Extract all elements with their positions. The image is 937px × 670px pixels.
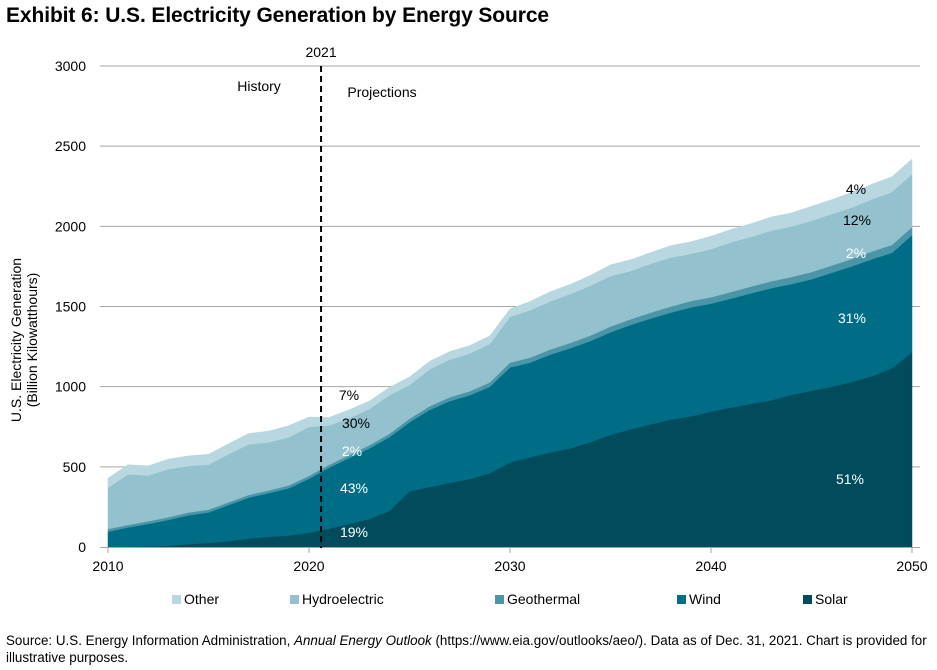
source-prefix: Source: U.S. Energy Information Administ…	[6, 633, 295, 648]
labels: 2021 History Projections 7% 30% 2% 43% 19% 4% 12%…	[8, 44, 871, 548]
legend-label: Wind	[689, 591, 721, 607]
x-tick-label: 2010	[92, 558, 123, 574]
legend-swatch	[803, 594, 812, 604]
legend-label: Other	[184, 591, 220, 607]
stacked-area-chart: 0 500 1000 1500 2000 2500 3000 2010 2020 2030 2040…	[8, 44, 928, 574]
share-label-2050-hydroelectric: 12%	[843, 212, 871, 228]
share-label-2021-hydroelectric: 30%	[342, 415, 370, 431]
divider-year-label: 2021	[305, 44, 336, 60]
share-label-2050-wind: 31%	[838, 310, 866, 326]
legend-swatch	[677, 594, 686, 604]
area-other	[107, 158, 913, 489]
legend-item-other: Other	[172, 591, 219, 607]
share-label-2021-geothermal: 2%	[342, 443, 362, 459]
y-tick-label: 2000	[55, 218, 86, 234]
y-tick-label: 3000	[55, 58, 86, 74]
y-tick-label: 1500	[55, 299, 86, 315]
share-label-2021-solar: 19%	[340, 524, 368, 540]
x-tick-label: 2050	[896, 558, 927, 574]
legend: Other Hydroelectric Geothermal Wind Solar	[0, 591, 937, 611]
area-series	[107, 158, 913, 548]
source-note: Source: U.S. Energy Information Administ…	[6, 632, 931, 666]
legend-item-solar: Solar	[803, 591, 848, 607]
legend-label: Solar	[815, 591, 848, 607]
y-tick-label: 1000	[55, 379, 86, 395]
legend-item-hydroelectric: Hydroelectric	[290, 591, 384, 607]
y-tick-label: 0	[78, 539, 86, 555]
share-label-2021-wind: 43%	[340, 480, 368, 496]
y-tick-label: 2500	[55, 138, 86, 154]
chart-title: Exhibit 6: U.S. Electricity Generation b…	[6, 4, 549, 27]
legend-swatch	[495, 594, 504, 604]
source-suffix: (https://www.eia.gov/outlooks/aeo/). Dat…	[6, 633, 927, 665]
legend-item-wind: Wind	[677, 591, 721, 607]
x-tick-label: 2040	[695, 558, 726, 574]
x-tick-label: 2020	[293, 558, 324, 574]
x-tick-label: 2030	[494, 558, 525, 574]
y-axis-label-line: U.S. Electricity Generation	[8, 258, 24, 422]
source-title: Annual Energy Outlook	[294, 633, 432, 648]
history-label: History	[237, 78, 281, 94]
legend-swatch	[290, 594, 299, 604]
legend-label: Hydroelectric	[302, 591, 384, 607]
y-axis-label: U.S. Electricity Generation(Billion Kilo…	[8, 258, 40, 422]
projections-label: Projections	[347, 84, 416, 100]
y-axis-label-line: (Billion Kilowatthours)	[24, 273, 40, 408]
y-tick-label: 500	[63, 459, 87, 475]
share-label-2050-other: 4%	[846, 181, 866, 197]
legend-label: Geothermal	[507, 591, 581, 607]
share-label-2050-solar: 51%	[836, 471, 864, 487]
share-label-2050-geothermal: 2%	[846, 245, 866, 261]
share-label-2021-other: 7%	[339, 387, 359, 403]
legend-item-geothermal: Geothermal	[495, 591, 580, 607]
axes: 0 500 1000 1500 2000 2500 3000 2010 2020 2030 2040…	[55, 58, 928, 574]
legend-swatch	[172, 594, 181, 604]
